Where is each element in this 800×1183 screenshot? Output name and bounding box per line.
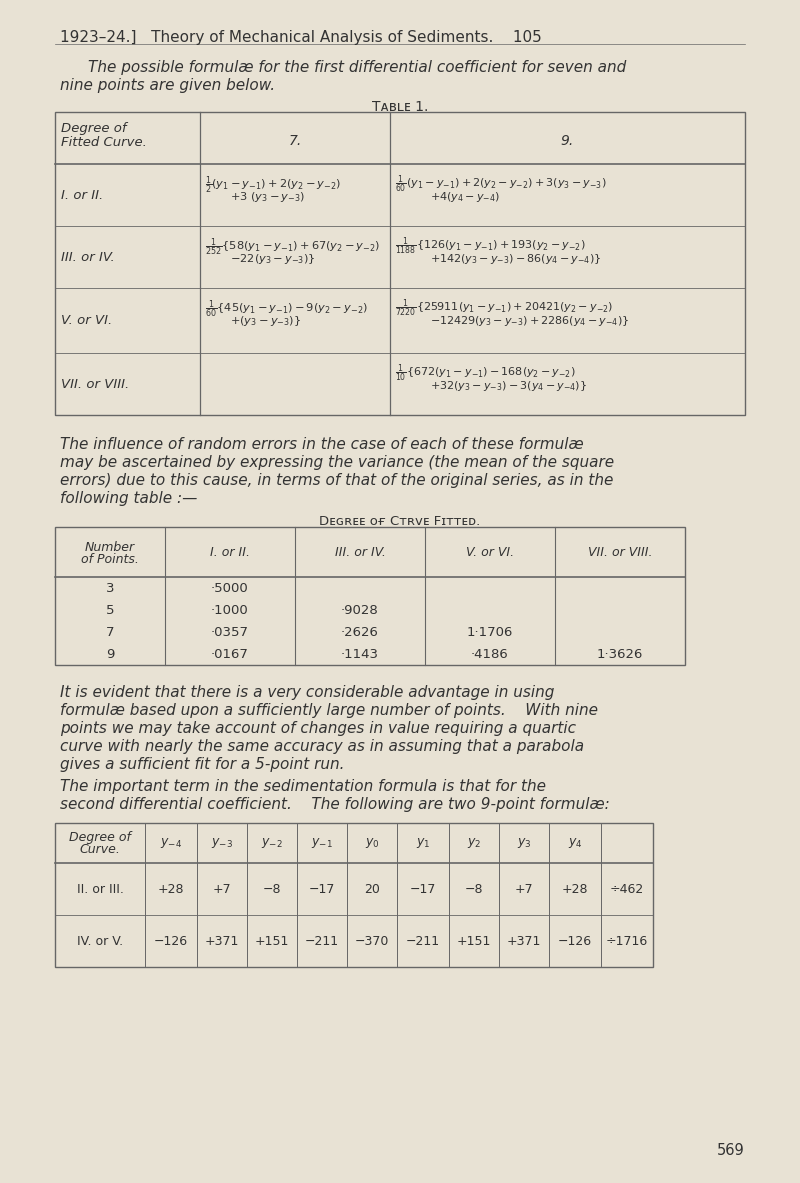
Text: $y_0$: $y_0$ xyxy=(365,836,379,851)
Text: second differential coefficient.    The following are two 9-point formulæ:: second differential coefficient. The fol… xyxy=(60,797,610,812)
Text: Tᴀʙʟᴇ 1.: Tᴀʙʟᴇ 1. xyxy=(372,101,428,114)
Text: nine points are given below.: nine points are given below. xyxy=(60,78,275,93)
Text: 569: 569 xyxy=(718,1143,745,1158)
Text: ÷1716: ÷1716 xyxy=(606,935,648,948)
Text: I. or II.: I. or II. xyxy=(61,188,103,201)
Text: $y_{-2}$: $y_{-2}$ xyxy=(261,836,283,851)
Text: $-22(y_3-y_{-3})\}$: $-22(y_3-y_{-3})\}$ xyxy=(230,252,315,266)
Text: $+142(y_3-y_{-3})-86(y_4-y_{-4})\}$: $+142(y_3-y_{-3})-86(y_4-y_{-4})\}$ xyxy=(430,252,601,266)
Text: ·0167: ·0167 xyxy=(211,647,249,660)
Text: 3: 3 xyxy=(106,582,114,595)
Text: Fitted Curve.: Fitted Curve. xyxy=(61,136,147,149)
Text: of Points.: of Points. xyxy=(81,552,139,565)
Text: Dᴇɢʀᴇᴇ ᴏғ Cᴛʀvᴇ Fɪᴛᴛᴇᴅ.: Dᴇɢʀᴇᴇ ᴏғ Cᴛʀvᴇ Fɪᴛᴛᴇᴅ. xyxy=(319,515,481,528)
Text: VII. or VIII.: VII. or VIII. xyxy=(61,377,130,390)
Text: −370: −370 xyxy=(355,935,389,948)
Text: $+3\ (y_3-y_{-3})$: $+3\ (y_3-y_{-3})$ xyxy=(230,190,305,203)
Text: V. or VI.: V. or VI. xyxy=(61,313,112,327)
Text: It is evident that there is a very considerable advantage in using: It is evident that there is a very consi… xyxy=(60,685,554,700)
Text: +371: +371 xyxy=(507,935,541,948)
Text: $y_4$: $y_4$ xyxy=(568,836,582,851)
Text: 1923–24.]   Theory of Mechanical Analysis of Sediments.    105: 1923–24.] Theory of Mechanical Analysis … xyxy=(60,30,542,45)
Text: $y_2$: $y_2$ xyxy=(467,836,481,851)
Text: $y_{-3}$: $y_{-3}$ xyxy=(211,836,233,851)
Text: IV. or V.: IV. or V. xyxy=(77,935,123,948)
Text: 7: 7 xyxy=(106,626,114,639)
Text: −211: −211 xyxy=(305,935,339,948)
Text: Degree of: Degree of xyxy=(61,122,126,135)
Text: ·5000: ·5000 xyxy=(211,582,249,595)
Text: ·4186: ·4186 xyxy=(471,647,509,660)
Bar xyxy=(55,526,685,665)
Text: $y_1$: $y_1$ xyxy=(416,836,430,851)
Text: 1·1706: 1·1706 xyxy=(467,626,513,639)
Text: III. or IV.: III. or IV. xyxy=(61,251,114,264)
Bar xyxy=(55,823,653,967)
Text: points we may take account of changes in value requiring a quartic: points we may take account of changes in… xyxy=(60,720,576,736)
Text: ÷462: ÷462 xyxy=(610,883,644,896)
Text: $\frac{1}{252}\{58(y_1-y_{-1})+67(y_2-y_{-2})$: $\frac{1}{252}\{58(y_1-y_{-1})+67(y_2-y_… xyxy=(205,235,380,258)
Text: $+4(y_4-y_{-4})$: $+4(y_4-y_{-4})$ xyxy=(430,190,500,203)
Text: Degree of: Degree of xyxy=(69,830,131,843)
Text: −8: −8 xyxy=(262,883,282,896)
Text: The important term in the sedimentation formula is that for the: The important term in the sedimentation … xyxy=(60,778,546,794)
Text: I. or II.: I. or II. xyxy=(210,545,250,558)
Text: $+(y_3-y_{-3})\}$: $+(y_3-y_{-3})\}$ xyxy=(230,313,301,328)
Text: ·2626: ·2626 xyxy=(341,626,379,639)
Text: 7.: 7. xyxy=(288,134,302,148)
Text: 9: 9 xyxy=(106,647,114,660)
Text: $-12429(y_3-y_{-3})+2286(y_4-y_{-4})\}$: $-12429(y_3-y_{-3})+2286(y_4-y_{-4})\}$ xyxy=(430,313,630,328)
Bar xyxy=(55,112,745,415)
Text: $y_3$: $y_3$ xyxy=(517,836,531,851)
Text: ·9028: ·9028 xyxy=(341,603,379,616)
Text: 5: 5 xyxy=(106,603,114,616)
Text: Curve.: Curve. xyxy=(79,842,121,855)
Text: 9.: 9. xyxy=(561,134,574,148)
Text: VII. or VIII.: VII. or VIII. xyxy=(588,545,652,558)
Text: 20: 20 xyxy=(364,883,380,896)
Text: formulæ based upon a sufficiently large number of points.    With nine: formulæ based upon a sufficiently large … xyxy=(60,703,598,718)
Text: 1·3626: 1·3626 xyxy=(597,647,643,660)
Text: following table :—: following table :— xyxy=(60,491,198,506)
Text: V. or VI.: V. or VI. xyxy=(466,545,514,558)
Text: +28: +28 xyxy=(158,883,184,896)
Text: $\frac{1}{2}(y_1-y_{-1})+2(y_2-y_{-2})$: $\frac{1}{2}(y_1-y_{-1})+2(y_2-y_{-2})$ xyxy=(205,174,341,195)
Text: −17: −17 xyxy=(410,883,436,896)
Text: −17: −17 xyxy=(309,883,335,896)
Text: ·0357: ·0357 xyxy=(211,626,249,639)
Text: +7: +7 xyxy=(213,883,231,896)
Text: ·1143: ·1143 xyxy=(341,647,379,660)
Text: ·1000: ·1000 xyxy=(211,603,249,616)
Text: +151: +151 xyxy=(255,935,289,948)
Text: +28: +28 xyxy=(562,883,588,896)
Text: III. or IV.: III. or IV. xyxy=(334,545,386,558)
Text: Number: Number xyxy=(85,541,135,554)
Text: +151: +151 xyxy=(457,935,491,948)
Text: $\frac{1}{60}\{45(y_1-y_{-1})-9(y_2-y_{-2})$: $\frac{1}{60}\{45(y_1-y_{-1})-9(y_2-y_{-… xyxy=(205,298,368,319)
Text: +371: +371 xyxy=(205,935,239,948)
Text: curve with nearly the same accuracy as in assuming that a parabola: curve with nearly the same accuracy as i… xyxy=(60,739,584,754)
Text: $\frac{1}{1188}\{126(y_1-y_{-1})+193(y_2-y_{-2})$: $\frac{1}{1188}\{126(y_1-y_{-1})+193(y_2… xyxy=(395,235,586,258)
Text: $\frac{1}{7220}\{25911(y_1-y_{-1})+20421(y_2-y_{-2})$: $\frac{1}{7220}\{25911(y_1-y_{-1})+20421… xyxy=(395,298,614,319)
Text: −126: −126 xyxy=(154,935,188,948)
Text: −8: −8 xyxy=(465,883,483,896)
Text: The influence of random errors in the case of each of these formulæ: The influence of random errors in the ca… xyxy=(60,437,584,452)
Text: The possible formulæ for the first differential coefficient for seven and: The possible formulæ for the first diffe… xyxy=(88,60,626,75)
Text: may be ascertained by expressing the variance (the mean of the square: may be ascertained by expressing the var… xyxy=(60,455,614,470)
Text: +7: +7 xyxy=(514,883,534,896)
Text: $+32(y_3-y_{-3})-3(y_4-y_{-4})\}$: $+32(y_3-y_{-3})-3(y_4-y_{-4})\}$ xyxy=(430,379,587,393)
Text: $\frac{1}{10}\{672(y_1-y_{-1})-168(y_2-y_{-2})$: $\frac{1}{10}\{672(y_1-y_{-1})-168(y_2-y… xyxy=(395,363,576,384)
Text: gives a sufficient fit for a 5-point run.: gives a sufficient fit for a 5-point run… xyxy=(60,757,345,772)
Text: $y_{-1}$: $y_{-1}$ xyxy=(311,836,333,851)
Text: −126: −126 xyxy=(558,935,592,948)
Text: $y_{-4}$: $y_{-4}$ xyxy=(160,836,182,851)
Text: II. or III.: II. or III. xyxy=(77,883,123,896)
Text: errors) due to this cause, in terms of that of the original series, as in the: errors) due to this cause, in terms of t… xyxy=(60,473,614,489)
Text: −211: −211 xyxy=(406,935,440,948)
Text: $\frac{1}{60}(y_1-y_{-1})+2(y_2-y_{-2})+3(y_3-y_{-3})$: $\frac{1}{60}(y_1-y_{-1})+2(y_2-y_{-2})+… xyxy=(395,174,606,195)
